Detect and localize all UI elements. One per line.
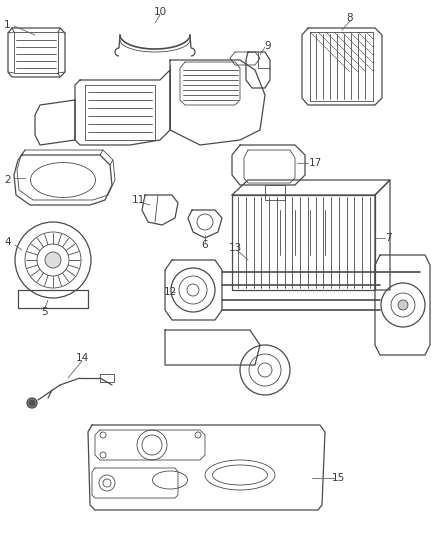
Text: 1: 1 bbox=[4, 20, 11, 30]
Text: 14: 14 bbox=[75, 353, 88, 363]
Text: 12: 12 bbox=[163, 287, 177, 297]
Text: 15: 15 bbox=[332, 473, 345, 483]
Circle shape bbox=[27, 398, 37, 408]
Circle shape bbox=[45, 252, 61, 268]
Text: 7: 7 bbox=[385, 233, 391, 243]
Circle shape bbox=[29, 400, 35, 406]
Text: 5: 5 bbox=[42, 307, 48, 317]
Text: 17: 17 bbox=[308, 158, 321, 168]
Text: 10: 10 bbox=[153, 7, 166, 17]
Text: 9: 9 bbox=[265, 41, 271, 51]
Text: 8: 8 bbox=[347, 13, 353, 23]
Text: 4: 4 bbox=[5, 237, 11, 247]
Text: 11: 11 bbox=[131, 195, 145, 205]
Circle shape bbox=[398, 300, 408, 310]
Text: 6: 6 bbox=[201, 240, 208, 250]
Text: 13: 13 bbox=[228, 243, 242, 253]
Text: 2: 2 bbox=[5, 175, 11, 185]
